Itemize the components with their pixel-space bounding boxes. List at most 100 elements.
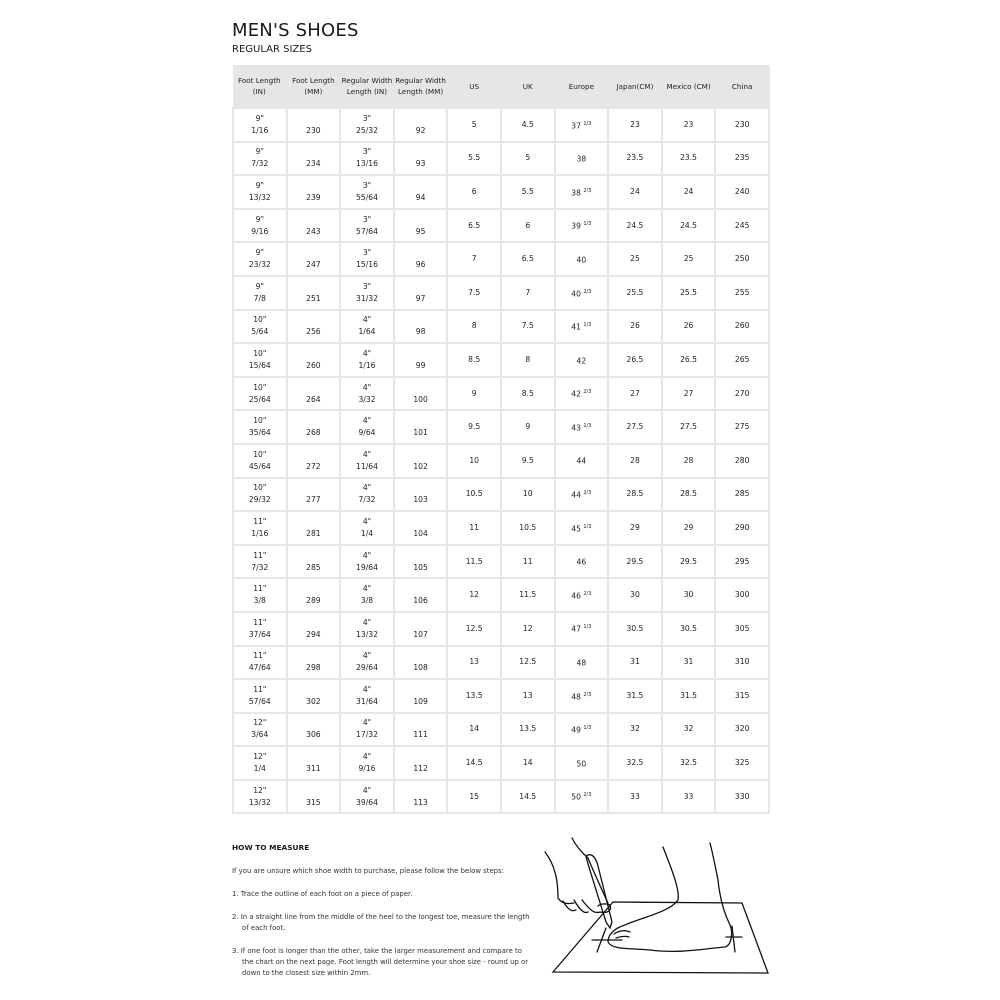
europe-size-value: 40: [571, 289, 581, 299]
foot-length-in-cell-whole: 10": [253, 382, 267, 392]
foot-length-mm-cell-value: 294: [306, 629, 321, 639]
width-length-mm-cell: 104: [392, 510, 449, 546]
width-length-in-cell: 4" 3/32: [339, 375, 395, 412]
width-length-in-cell: 4" 1/64: [339, 308, 395, 345]
us-size-cell: 13: [446, 644, 502, 681]
uk-size-cell: 7.5: [499, 308, 556, 345]
foot-length-mm-cell-value: 256: [306, 327, 321, 337]
foot-length-in-cell-whole: 9": [255, 281, 264, 291]
europe-size-fraction: 2/3: [583, 792, 592, 799]
width-length-in-cell-whole: 4": [362, 584, 372, 594]
mexico-size-cell: 29.5: [660, 543, 717, 580]
foot-length-mm-cell: 294: [285, 610, 342, 647]
japan-size-cell: 32: [607, 711, 663, 748]
column-header: Regular Width Length (MM): [393, 65, 449, 108]
table-row: 10" 25/64 264 4" 3/32 100 9 8.5 42 2/3 27 27 270: [232, 375, 770, 412]
china-size-cell: 245: [714, 207, 770, 244]
uk-size-cell: 10.5: [499, 510, 556, 546]
foot-length-in-cell-whole: 11": [253, 651, 267, 661]
foot-length-in-cell: 10" 15/64: [232, 342, 288, 378]
width-length-in-cell: 4" 1/16: [339, 342, 395, 378]
foot-length-in-cell-whole: 9": [255, 180, 264, 190]
foot-length-in-cell-whole: 10": [253, 416, 267, 426]
foot-length-mm-cell: 243: [285, 207, 342, 244]
china-size-cell: 255: [714, 274, 770, 311]
uk-size-cell: 5.5: [499, 174, 556, 210]
width-length-mm-cell-value: 101: [413, 428, 428, 438]
width-length-in-cell-whole: 4": [362, 416, 372, 426]
mexico-size-cell: 27: [660, 375, 717, 412]
china-size-cell: 250: [714, 241, 770, 277]
how-to-measure-section: HOW TO MEASURE If you are unsure which s…: [232, 843, 532, 991]
foot-length-in-cell-whole: 12": [253, 785, 267, 795]
width-length-in-cell-fraction: 19/64: [356, 562, 378, 572]
us-size-cell: 14.5: [446, 745, 502, 781]
europe-size-cell: 46: [553, 543, 610, 580]
how-to-measure-intro: If you are unsure which shoe width to pu…: [232, 867, 504, 875]
foot-length-in-cell-whole: 9": [255, 248, 264, 258]
europe-size-value: 39: [571, 221, 581, 231]
foot-length-in-cell: 11" 37/64: [232, 610, 288, 647]
europe-size-fraction: 1/3: [583, 523, 592, 530]
us-size-cell: 11: [446, 510, 502, 546]
foot-length-mm-cell-value: 234: [306, 159, 321, 169]
uk-size-cell: 12: [499, 610, 556, 647]
paper-outline: [551, 901, 769, 974]
japan-size-cell: 26: [607, 308, 663, 345]
europe-size-cell: 38 2/3: [553, 174, 610, 210]
width-length-mm-cell-value: 98: [415, 327, 426, 337]
europe-size-fraction: 1/3: [583, 221, 592, 228]
uk-size-cell: 5: [499, 140, 556, 177]
width-length-in-cell: 3" 15/16: [339, 241, 395, 277]
width-length-in-cell: 4" 29/64: [339, 644, 395, 681]
europe-size-cell: 46 2/3: [553, 577, 610, 613]
cross-heel: [725, 925, 743, 953]
width-length-in-cell-fraction: 57/64: [356, 226, 378, 236]
width-length-in-cell: 4" 11/64: [339, 442, 395, 479]
width-length-in-cell-whole: 4": [362, 348, 372, 358]
foot-length-in-cell-whole: 11": [253, 684, 267, 694]
foot-tracing-illustration-icon: [544, 837, 769, 974]
europe-size-cell: 48 2/3: [553, 678, 610, 714]
foot-length-mm-cell-value: 277: [306, 495, 321, 505]
china-size-cell: 260: [714, 308, 770, 345]
width-length-mm-cell-value: 104: [413, 528, 428, 538]
width-length-mm-cell: 99: [392, 342, 449, 378]
europe-size-fraction: 2/3: [583, 590, 592, 597]
width-length-mm-cell: 92: [392, 107, 449, 143]
us-size-cell: 13.5: [446, 678, 502, 714]
width-length-in-cell-whole: 4": [362, 315, 372, 325]
japan-size-cell: 28: [607, 442, 663, 479]
europe-size-cell: 49 1/3: [553, 711, 610, 748]
table-row: 10" 35/64 268 4" 9/64 101 9.5 9 43 1/3 27.5 27.5 27…: [232, 409, 770, 445]
uk-size-cell: 14.5: [499, 778, 556, 815]
china-size-cell: 315: [714, 678, 770, 714]
uk-size-cell: 6.5: [499, 241, 556, 277]
foot-length-in-cell-whole: 12": [253, 752, 267, 762]
uk-size-cell: 13: [499, 678, 556, 714]
foot-length-in-cell: 12" 13/32: [232, 778, 288, 815]
mexico-size-cell: 32.5: [660, 745, 717, 781]
us-size-cell: 7.5: [446, 274, 502, 311]
width-length-in-cell: 4" 39/64: [339, 778, 395, 815]
foot-length-in-cell-fraction: 15/64: [248, 360, 271, 370]
europe-size-cell: 44: [553, 442, 610, 479]
width-length-in-cell: 3" 31/32: [339, 274, 395, 311]
europe-size-cell: 41 1/3: [553, 308, 610, 345]
japan-size-cell: 28.5: [607, 476, 663, 513]
europe-size-value: 42: [571, 389, 581, 399]
width-length-mm-cell: 93: [392, 140, 449, 177]
width-length-in-cell-fraction: 7/32: [358, 495, 376, 505]
column-header: Mexico (CM): [661, 65, 717, 108]
china-size-cell: 310: [714, 644, 770, 681]
width-length-mm-cell-value: 100: [413, 394, 428, 404]
width-length-mm-cell-value: 94: [415, 192, 426, 202]
foot-length-mm-cell: 277: [285, 476, 342, 513]
foot-length-mm-cell: 285: [285, 543, 342, 580]
width-length-in-cell-whole: 4": [362, 785, 372, 795]
foot-length-mm-cell-value: 306: [306, 730, 321, 740]
width-length-mm-cell-value: 92: [415, 125, 426, 135]
toe-marks: [613, 930, 631, 939]
foot-length-mm-cell-value: 311: [306, 764, 321, 774]
